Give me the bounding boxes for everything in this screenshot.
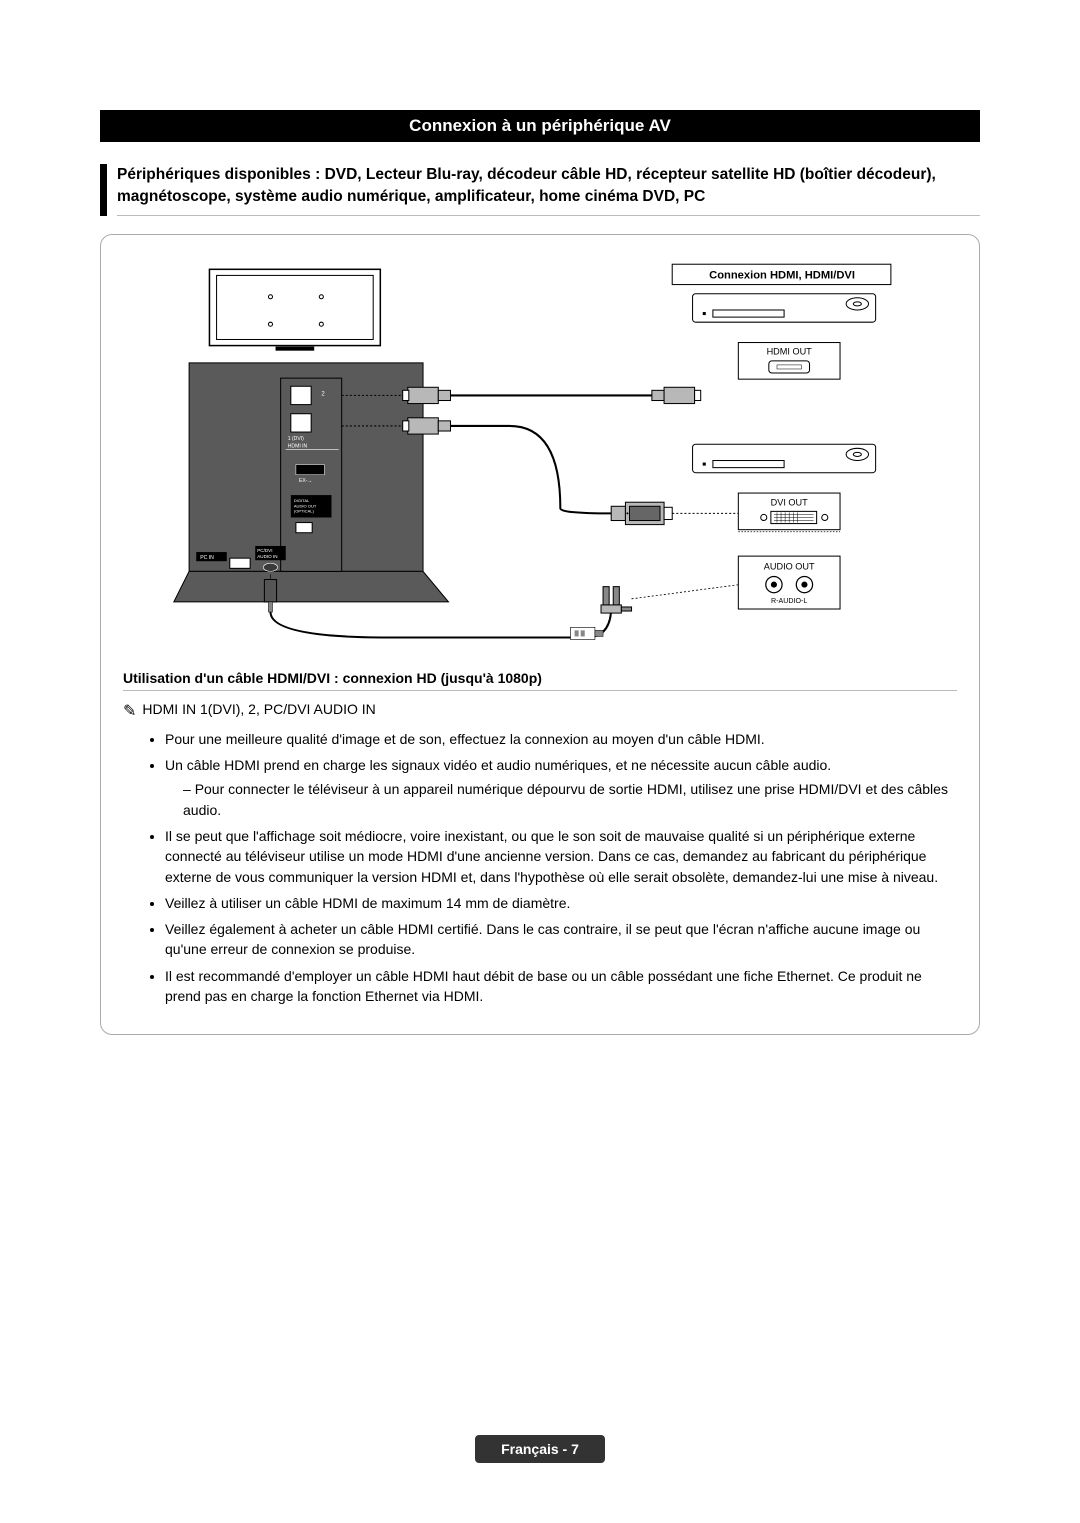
audio-lr-label: R-AUDIO-L: [771, 597, 807, 605]
audio-out-label: AUDIO OUT: [764, 561, 815, 571]
svg-text:(OPTICAL): (OPTICAL): [294, 508, 315, 513]
svg-text:2: 2: [321, 390, 325, 397]
svg-text:AUDIO IN: AUDIO IN: [257, 554, 277, 559]
list-item: Veillez également à acheter un câble HDM…: [165, 919, 957, 960]
list-sub-item: Pour connecter le téléviseur à un appare…: [183, 779, 957, 820]
svg-text:PC/DVI: PC/DVI: [257, 548, 272, 553]
svg-text:1 (DVI): 1 (DVI): [288, 436, 304, 442]
diagram-container: Connexion HDMI, HDMI/DVI HDMI OUT: [100, 234, 980, 1035]
list-item: Pour une meilleure qualité d'image et de…: [165, 729, 957, 749]
svg-text:EX-→: EX-→: [299, 478, 313, 484]
list-item: Veillez à utiliser un câble HDMI de maxi…: [165, 893, 957, 913]
diagram-caption: Utilisation d'un câble HDMI/DVI : connex…: [123, 670, 957, 691]
dvi-out-label: DVI OUT: [771, 497, 808, 507]
connection-diagram: Connexion HDMI, HDMI/DVI HDMI OUT: [123, 251, 957, 658]
note-label: HDMI IN 1(DVI), 2, PC/DVI AUDIO IN: [142, 701, 375, 721]
footer-page: 7: [571, 1441, 579, 1457]
note-row: ✎ HDMI IN 1(DVI), 2, PC/DVI AUDIO IN: [123, 701, 957, 721]
subheading-row: Périphériques disponibles : DVD, Lecteur…: [100, 164, 980, 216]
hdmi-out-label: HDMI OUT: [767, 347, 813, 357]
list-item: Il se peut que l'affichage soit médiocre…: [165, 826, 957, 887]
page-footer: Français - 7: [100, 1435, 980, 1463]
list-item: Il est recommandé d'employer un câble HD…: [165, 966, 957, 1007]
svg-text:PC IN: PC IN: [200, 555, 214, 561]
footer-lang: Français: [501, 1441, 559, 1457]
list-item: Un câble HDMI prend en charge les signau…: [165, 755, 957, 820]
label-connection: Connexion HDMI, HDMI/DVI: [709, 269, 855, 281]
svg-text:HDMI IN: HDMI IN: [288, 443, 308, 449]
subheading-text: Périphériques disponibles : DVD, Lecteur…: [117, 164, 980, 216]
bullet-list: Pour une meilleure qualité d'image et de…: [123, 729, 957, 1007]
accent-bar: [100, 164, 107, 216]
section-header: Connexion à un périphérique AV: [100, 110, 980, 142]
note-icon: ✎: [123, 701, 136, 721]
